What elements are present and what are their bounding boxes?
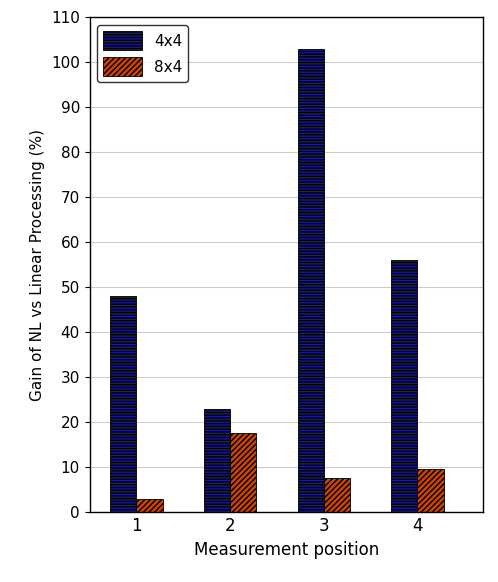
Bar	[324, 478, 350, 512]
X-axis label: Measurement position: Measurement position	[194, 541, 379, 559]
Bar	[417, 470, 444, 512]
Y-axis label: Gain of NL vs Linear Processing (%): Gain of NL vs Linear Processing (%)	[30, 129, 45, 401]
Bar	[136, 499, 163, 512]
Legend: 4x4, 8x4: 4x4, 8x4	[97, 25, 188, 82]
Bar	[298, 49, 324, 512]
Bar	[230, 434, 256, 512]
Bar	[391, 260, 417, 512]
Bar	[204, 409, 230, 512]
Bar	[110, 296, 136, 512]
